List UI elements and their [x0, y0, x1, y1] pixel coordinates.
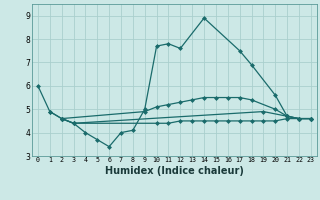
X-axis label: Humidex (Indice chaleur): Humidex (Indice chaleur): [105, 166, 244, 176]
